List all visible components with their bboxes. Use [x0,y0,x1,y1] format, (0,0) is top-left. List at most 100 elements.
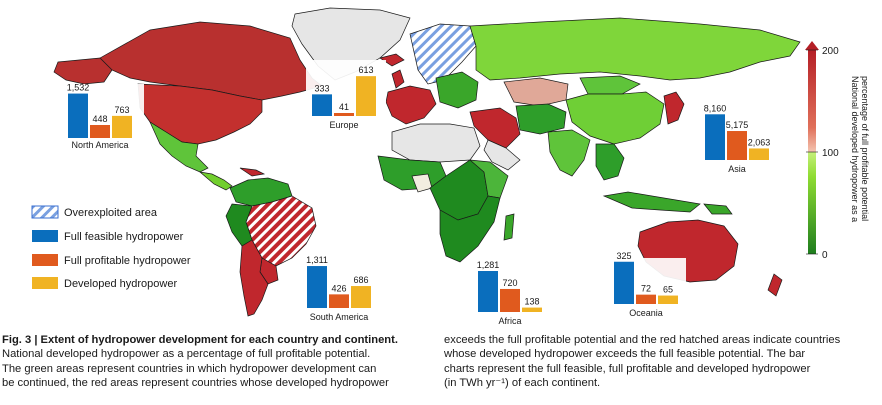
colorbar-arrow [805,41,819,50]
legend-label-feasible: Full feasible hydropower [64,231,184,243]
bar-feasible [478,271,498,312]
caption-left-column: Fig. 3 | Extent of hydropower developmen… [2,333,432,390]
colorbar-tick-100: 100 [822,148,839,159]
bar-value-label: 2,063 [748,137,771,147]
bar-feasible [614,261,634,304]
bar-chart-europe: 333 41 613 Europe [306,60,386,134]
caribbean [239,167,266,177]
bar-chart-south-america: 1,311 426 686 South America [300,255,380,326]
china [565,91,665,145]
bar-value-label: 138 [524,297,539,307]
bar-value-label: 65 [663,285,673,295]
caption-line: (in TWh yr⁻¹) of each continent. [444,376,601,389]
mongolia [579,75,641,95]
india [547,129,591,177]
bar-profitable [500,288,520,312]
alaska [53,57,113,85]
hydropower-world-map-figure: Overexploited area Full feasible hydropo… [31,7,870,330]
bar-developed [658,295,678,304]
new-zealand [767,273,783,297]
mexico [149,121,209,173]
colorbar-title: National developed hydropower as a perce… [850,76,870,225]
continent-label: Oceania [629,308,663,318]
bar-chart-asia: 8,160 5,175 2,063 Asia [698,103,778,176]
bar-value-label: 720 [502,278,517,288]
continent-label: Asia [728,164,746,174]
bar-feasible [312,94,332,116]
north-africa [391,123,481,163]
bar-value-label: 448 [92,114,107,124]
madagascar [503,213,515,241]
legend: Overexploited area Full feasible hydropo… [31,205,191,290]
caption-line: whose developed hydropower exceeds the f… [444,348,806,361]
bar-value-label: 333 [314,83,329,93]
bar-feasible [705,114,725,160]
bar-value-label: 613 [358,65,373,75]
bar-value-label: 763 [114,105,129,115]
caption-line: The green areas represent countries in w… [2,362,377,375]
legend-swatch-profitable [32,254,58,266]
bar-feasible [68,93,88,138]
bar-profitable [334,113,354,116]
bar-profitable [90,125,110,138]
central-america [198,171,233,191]
papua-new-guinea [703,203,733,215]
legend-swatch-overexploited [31,205,59,219]
colorbar: 200 100 0 National developed hydropower … [805,41,870,261]
caption-line: be continued, the red areas represent co… [2,376,389,389]
iceland [379,53,405,67]
bar-profitable [329,294,349,308]
bar-feasible [307,266,327,308]
canada [99,21,323,101]
uk [391,69,405,89]
colorbar-tick-0: 0 [822,250,828,261]
indonesia [602,191,701,213]
russia [469,17,801,81]
argentina-chile [239,239,269,317]
bar-value-label: 1,532 [67,83,90,93]
arabian-peninsula [483,139,521,171]
bar-developed [356,76,376,116]
scandinavia [409,23,477,85]
continent-label: Africa [498,316,521,326]
bar-value-label: 5,175 [726,120,749,130]
central-asia [515,103,567,135]
bar-developed [351,286,371,308]
middle-east [469,107,521,149]
bar-developed [112,115,132,138]
bar-value-label: 686 [353,275,368,285]
bar-value-label: 41 [339,102,349,112]
legend-swatch-developed [32,277,58,289]
kazakhstan [503,77,569,107]
bar-developed [749,148,769,160]
caption-line: exceeds the full profitable potential an… [444,334,841,346]
colorbar-tick-200: 200 [822,46,839,57]
caption-title: Fig. 3 | Extent of hydropower developmen… [2,334,398,346]
bar-value-label: 8,160 [704,103,727,113]
bar-developed [522,307,542,312]
bar-value-label: 325 [616,251,631,261]
bar-profitable [727,131,747,160]
western-europe [385,85,437,125]
caption-line: charts represent the full feasible, full… [444,362,811,375]
bar-value-label: 1,311 [306,255,328,265]
eastern-europe [435,71,479,109]
caption-right-column: exceeds the full profitable potential an… [444,333,880,390]
legend-label-overexploited: Overexploited area [64,207,158,219]
continent-bar-charts: 1,532 448 763 North America 333 41 613 Europe 1,… [58,60,778,330]
bar-chart-north-america: 1,532 448 763 North America [58,83,144,152]
legend-label-developed: Developed hydropower [64,278,177,290]
legend-label-profitable: Full profitable hydropower [64,255,191,267]
continent-label: South America [310,312,369,322]
bar-value-label: 1,281 [477,260,500,270]
world-map [53,7,801,317]
bar-value-label: 72 [641,284,651,294]
figure-caption: Fig. 3 | Extent of hydropower developmen… [2,333,880,403]
bar-profitable [636,294,656,304]
southern-africa [439,195,501,263]
southeast-asia [595,143,625,181]
continent-label: Europe [329,120,358,130]
caption-line: National developed hydropower as a perce… [2,348,371,361]
japan [663,91,685,125]
